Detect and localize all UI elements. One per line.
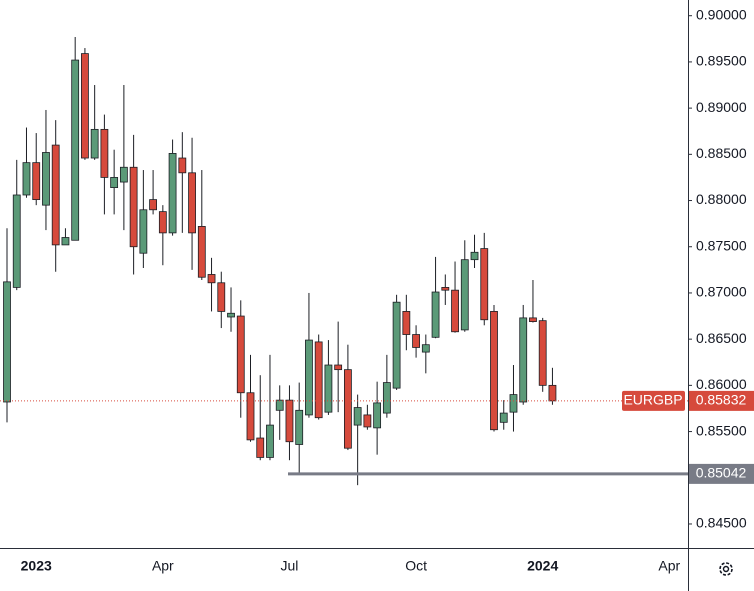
- candle-body: [373, 402, 382, 429]
- candle-body: [3, 281, 11, 403]
- candle-body: [149, 199, 158, 211]
- x-tick-label: 2023: [21, 558, 52, 574]
- candle-body: [51, 144, 60, 246]
- candle-body: [42, 152, 50, 206]
- candle-body: [246, 392, 255, 441]
- candle-body: [275, 399, 284, 411]
- candle-body: [22, 162, 31, 196]
- candle-body: [266, 424, 274, 458]
- candle-body: [519, 317, 528, 403]
- level-label: 0.85042: [696, 465, 747, 481]
- candle-body: [470, 251, 479, 261]
- candle-body: [207, 274, 216, 284]
- y-tick-label: 0.87000: [696, 284, 747, 300]
- candle-body: [305, 339, 313, 416]
- candle-body: [188, 172, 196, 234]
- candle-body: [168, 153, 177, 234]
- symbol-label-box: [622, 390, 685, 411]
- candle-body: [217, 282, 226, 312]
- candle-body: [110, 177, 119, 188]
- x-tick-label: Apr: [658, 558, 680, 574]
- candle-body: [548, 384, 557, 402]
- x-tick-label: Oct: [405, 558, 427, 574]
- candle-body: [382, 382, 391, 414]
- x-tick-label: Jul: [281, 558, 299, 574]
- y-tick-label: 0.87500: [696, 237, 747, 253]
- candle-body: [285, 399, 294, 443]
- candle-body: [334, 364, 343, 371]
- candle-body: [81, 53, 89, 159]
- y-tick-label: 0.86000: [696, 376, 747, 392]
- settings-icon[interactable]: [719, 562, 733, 576]
- candle-body: [197, 226, 206, 278]
- y-tick-label: 0.84500: [696, 515, 747, 531]
- last-price-label: 0.85832: [696, 392, 747, 408]
- symbol-label: EURGBP: [623, 392, 682, 408]
- candle-body: [441, 286, 450, 291]
- candle-body: [129, 166, 138, 248]
- candle-body: [324, 364, 333, 413]
- gear-hub[interactable]: [722, 565, 730, 573]
- x-tick-label: 2024: [527, 558, 558, 574]
- candle-body: [61, 237, 70, 246]
- candle-body: [480, 248, 489, 321]
- candle-body: [139, 209, 148, 254]
- candle-body: [314, 341, 323, 419]
- level-label-box: [689, 463, 754, 484]
- candle-body: [178, 157, 187, 174]
- candle-body: [295, 409, 304, 445]
- y-tick-label: 0.90000: [696, 6, 747, 22]
- last-price-box: [689, 390, 754, 411]
- y-tick-label: 0.88500: [696, 145, 747, 161]
- candle-body: [256, 437, 265, 458]
- candle-body: [236, 315, 245, 394]
- candle-body: [431, 291, 440, 338]
- x-tick-label: Apr: [152, 558, 174, 574]
- candle-body: [421, 344, 430, 353]
- candles: [3, 36, 557, 486]
- y-tick-label: 0.89500: [696, 53, 747, 69]
- candle-body: [412, 334, 420, 348]
- candle-body: [90, 128, 99, 159]
- candle-body: [392, 301, 401, 389]
- candle-body: [538, 320, 547, 386]
- candle-body: [100, 128, 109, 178]
- candle-body: [460, 259, 469, 331]
- y-tick-label: 0.85500: [696, 422, 747, 438]
- y-tick-label: 0.88000: [696, 191, 747, 207]
- candle-body: [451, 289, 459, 333]
- y-tick-label: 0.89000: [696, 99, 747, 115]
- candle-body: [227, 312, 235, 318]
- candle-body: [119, 166, 128, 183]
- y-tick-label: 0.86500: [696, 330, 747, 346]
- candle-body: [363, 414, 372, 428]
- candle-body: [343, 369, 352, 449]
- candle-body: [12, 194, 21, 288]
- candle-body: [402, 311, 411, 335]
- candle-body: [499, 412, 508, 423]
- gear[interactable]: [719, 562, 733, 576]
- candle-body: [71, 59, 80, 241]
- candle-body: [529, 317, 537, 322]
- candle-body: [490, 311, 498, 431]
- candle-body: [353, 407, 362, 426]
- candle-body: [158, 211, 167, 234]
- candle-body: [32, 162, 41, 201]
- candle-body: [509, 394, 518, 413]
